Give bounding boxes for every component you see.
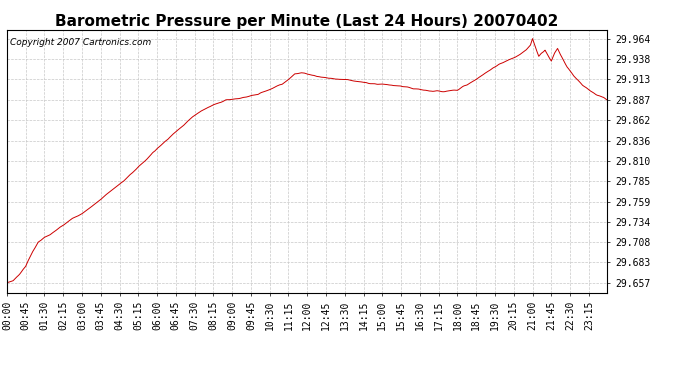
Title: Barometric Pressure per Minute (Last 24 Hours) 20070402: Barometric Pressure per Minute (Last 24 … [55,14,559,29]
Text: Copyright 2007 Cartronics.com: Copyright 2007 Cartronics.com [10,38,151,47]
